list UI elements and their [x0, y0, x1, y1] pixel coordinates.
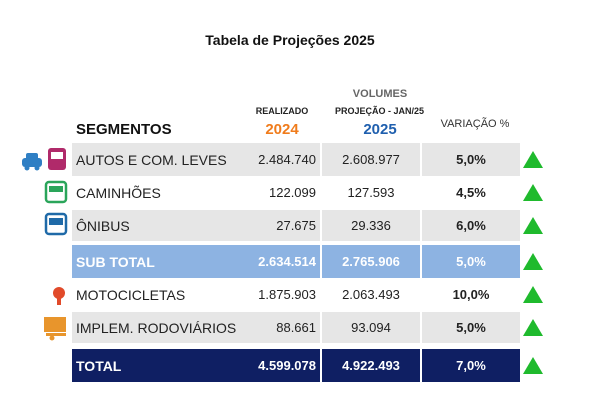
bus-icon	[44, 212, 68, 236]
up-arrow	[523, 150, 543, 168]
volume-cell: 2.484.740	[242, 143, 320, 176]
segment-cell: AUTOS E COM. LEVES	[72, 143, 242, 176]
segment-cell: CAMINHÕES	[72, 177, 242, 208]
up-arrow	[523, 183, 543, 201]
variation-cell: 5,0%	[422, 245, 520, 278]
variation-cell: 7,0%	[422, 349, 520, 382]
variacao-header: VARIAÇÃO %	[440, 118, 510, 130]
truck-icon	[44, 180, 68, 204]
variation-cell: 10,0%	[422, 279, 520, 310]
volumes-header: VOLUMES	[352, 88, 408, 100]
volume-cell: 2.634.514	[242, 245, 320, 278]
segment-cell: IMPLEM. RODOVIÁRIOS	[72, 312, 242, 343]
variation-cell: 5,0%	[422, 312, 520, 343]
up-arrow	[523, 216, 543, 234]
volume-cell: 93.094	[322, 312, 420, 343]
variation-cell: 6,0%	[422, 210, 520, 241]
volume-cell: 27.675	[242, 210, 320, 241]
volume-cell: 88.661	[242, 312, 320, 343]
realizado-header: REALIZADO	[255, 106, 309, 116]
up-arrow	[523, 356, 543, 374]
volume-cell: 122.099	[242, 177, 320, 208]
title: Tabela de Projeções 2025	[205, 32, 375, 48]
projecao-header: PROJEÇÃO - JAN/25	[334, 106, 425, 116]
volume-cell: 2.765.906	[322, 245, 420, 278]
volume-cell: 4.922.493	[322, 349, 420, 382]
up-arrow	[523, 318, 543, 336]
segment-cell: MOTOCICLETAS	[72, 279, 242, 310]
segment-cell: ÔNIBUS	[72, 210, 242, 241]
projecao-year: 2025	[363, 121, 397, 138]
segment-cell: SUB TOTAL	[72, 245, 242, 278]
motorcycle-icon	[53, 287, 65, 305]
trailer-icon	[44, 317, 66, 341]
up-arrow	[523, 285, 543, 303]
volume-cell: 4.599.078	[242, 349, 320, 382]
volume-cell: 2.063.493	[322, 279, 420, 310]
up-arrow	[523, 252, 543, 270]
segment-header: SEGMENTOS	[76, 121, 172, 138]
volume-cell: 127.593	[322, 177, 420, 208]
variation-cell: 5,0%	[422, 143, 520, 176]
car-truck-icon	[22, 148, 66, 171]
volume-cell: 29.336	[322, 210, 420, 241]
variation-cell: 4,5%	[422, 177, 520, 208]
volume-cell: 1.875.903	[242, 279, 320, 310]
realizado-year: 2024	[265, 121, 299, 138]
volume-cell: 2.608.977	[322, 143, 420, 176]
segment-cell: TOTAL	[72, 349, 242, 382]
